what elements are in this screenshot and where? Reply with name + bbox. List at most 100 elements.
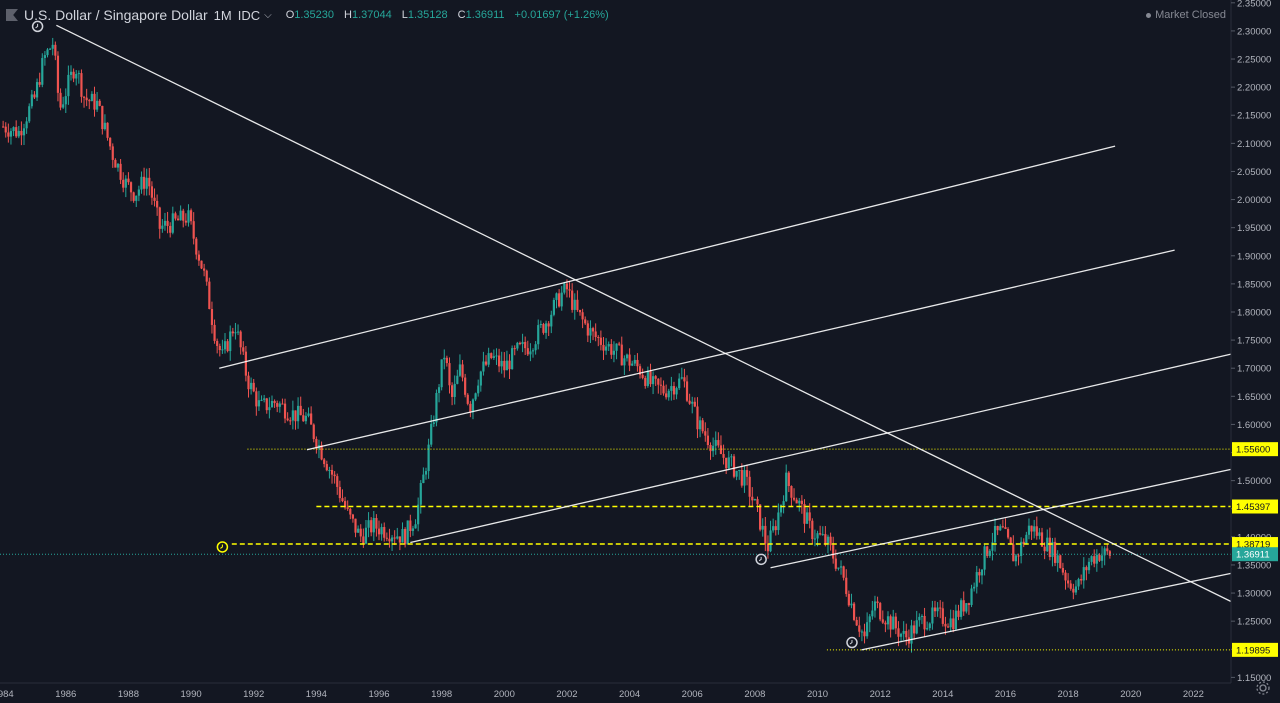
candle-body: [158, 207, 161, 229]
candle-body: [952, 618, 955, 630]
trend-line[interactable]: [56, 24, 1232, 603]
candle-body: [829, 536, 832, 546]
candle-body: [970, 588, 973, 605]
candle-body: [792, 497, 796, 500]
interval-label[interactable]: 1M: [213, 7, 232, 23]
candle-body: [813, 538, 817, 540]
candle-body: [691, 401, 694, 404]
x-tick-label: 2018: [1058, 689, 1079, 700]
candle-body: [203, 268, 206, 271]
candle-body: [372, 517, 375, 533]
candle-body: [357, 528, 360, 533]
candle-body: [725, 457, 728, 469]
candle-body: [20, 130, 23, 136]
trend-line[interactable]: [861, 572, 1232, 651]
symbol-title[interactable]: U.S. Dollar / Singapore Dollar: [24, 7, 208, 23]
candle-body: [404, 529, 407, 545]
alert-clock-icon[interactable]: [755, 553, 767, 566]
candle-body: [774, 526, 777, 531]
alert-clock-icon[interactable]: [216, 541, 229, 553]
candle-body: [696, 406, 699, 430]
candle-body: [471, 399, 475, 413]
price-axis[interactable]: [1231, 0, 1280, 703]
candle-body: [427, 444, 430, 472]
candle-body: [1100, 555, 1104, 561]
candle-body: [993, 526, 997, 543]
candle-body: [571, 290, 574, 310]
x-tick-label: 2004: [619, 689, 640, 700]
candle-body: [597, 336, 600, 338]
alert-clock-icon[interactable]: [846, 636, 858, 649]
candle-body: [1069, 583, 1072, 589]
candle-body: [743, 470, 746, 486]
trend-line[interactable]: [410, 353, 1232, 544]
last-price-tag: 1.36911: [1236, 550, 1270, 561]
trend-line[interactable]: [219, 145, 1116, 369]
candle-body: [785, 472, 788, 502]
x-tick-label: 2000: [494, 689, 515, 700]
candle-body: [628, 354, 631, 366]
candle-body: [959, 600, 963, 617]
candle-body: [1077, 579, 1080, 587]
candle-body: [889, 616, 892, 630]
market-status-text: Market Closed: [1155, 9, 1226, 21]
candle-body: [824, 534, 827, 544]
candle-body: [150, 186, 154, 198]
candle-body: [492, 356, 495, 358]
drawings-layer[interactable]: [0, 20, 1232, 651]
candle-body: [667, 390, 670, 398]
trend-line[interactable]: [306, 249, 1175, 451]
candle-body: [96, 100, 99, 110]
candle-body: [873, 601, 877, 611]
alert-clock-icon[interactable]: [31, 20, 44, 33]
candle-body: [516, 342, 519, 349]
candle-body: [270, 400, 274, 408]
level-price-tag-bg: [1232, 642, 1278, 657]
trend-line[interactable]: [770, 468, 1232, 569]
candle-body: [892, 616, 895, 630]
candle-body: [385, 537, 388, 539]
candle-body: [944, 623, 947, 627]
candle-body: [837, 567, 840, 569]
y-tick-label: 1.75000: [1237, 336, 1271, 347]
high-key: H: [344, 9, 352, 21]
candle-body: [484, 361, 488, 365]
candle-body: [513, 348, 516, 350]
candle-body: [531, 350, 535, 352]
candle-body: [732, 456, 736, 477]
x-tick-label: 2022: [1183, 689, 1204, 700]
plot-area[interactable]: [2, 37, 1111, 653]
candle-body: [563, 283, 566, 293]
candle-body: [584, 319, 587, 324]
candle-body: [315, 439, 318, 449]
candle-body: [278, 403, 281, 407]
candle-body: [30, 94, 33, 107]
candle-body: [766, 543, 770, 552]
candle-body: [466, 394, 469, 404]
candle-body: [988, 550, 991, 556]
time-axis[interactable]: [0, 683, 1231, 703]
candle-body: [975, 572, 978, 587]
candle-body: [607, 344, 610, 347]
candle-body: [717, 440, 720, 446]
candle-body: [688, 400, 691, 404]
candle-body: [544, 323, 548, 333]
candle-body: [213, 324, 216, 341]
candle-body: [850, 603, 853, 606]
candle-body: [205, 270, 208, 282]
candle-body: [390, 537, 394, 542]
candle-body: [858, 625, 861, 632]
x-tick-label: 2002: [556, 689, 577, 700]
y-tick-label: 2.25000: [1237, 55, 1271, 66]
candle-body: [709, 444, 712, 452]
settings-gear-icon[interactable]: [1254, 679, 1272, 697]
market-status-dot-icon: [1146, 12, 1152, 18]
candle-body: [672, 386, 676, 395]
candle-body: [534, 344, 537, 351]
candle-body: [1108, 551, 1111, 556]
candle-body: [208, 281, 211, 310]
candle-body: [15, 127, 18, 137]
chevron-down-icon[interactable]: ⌵: [264, 9, 272, 21]
candle-body: [539, 324, 542, 326]
